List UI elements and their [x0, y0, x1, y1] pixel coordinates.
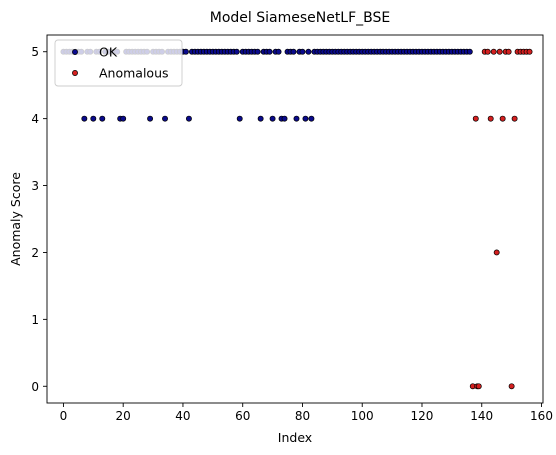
x-axis-label: Index — [278, 430, 312, 445]
chart-title: Model SiameseNetLF_BSE — [210, 10, 391, 26]
data-point-0-66 — [257, 115, 264, 122]
data-point-1-6 — [487, 115, 494, 122]
data-point-0-7 — [81, 115, 88, 122]
data-point-0-42 — [185, 115, 192, 122]
data-point-0-74 — [281, 115, 288, 122]
data-point-1-14 — [511, 115, 518, 122]
legend-anomalous-marker — [72, 70, 78, 76]
legend-anomalous-label: Anomalous — [99, 66, 169, 81]
x-tick-label: 140 — [470, 409, 493, 423]
data-point-0-82 — [305, 48, 312, 55]
data-point-0-41 — [182, 48, 189, 55]
data-point-1-12 — [505, 48, 512, 55]
data-point-1-10 — [499, 115, 506, 122]
data-point-0-58 — [233, 48, 240, 55]
data-point-1-8 — [493, 249, 500, 256]
data-point-0-34 — [162, 115, 168, 122]
y-tick-label: 0 — [31, 380, 39, 394]
x-tick-label: 160 — [530, 409, 553, 423]
y-axis: 0 1 2 3 4 5 — [31, 45, 47, 394]
legend-box — [54, 39, 183, 87]
data-point-0-13 — [99, 115, 106, 122]
y-tick-label: 2 — [31, 246, 39, 260]
plot-area — [60, 48, 533, 390]
x-tick-label: 40 — [175, 409, 190, 423]
data-point-0-65 — [254, 48, 261, 55]
data-point-0-29 — [147, 115, 154, 122]
x-tick-label: 0 — [60, 409, 68, 423]
data-point-1-5 — [484, 48, 491, 55]
x-tick-label: 80 — [295, 409, 310, 423]
data-point-1-13 — [508, 383, 515, 390]
data-point-1-9 — [496, 48, 503, 55]
y-tick-label: 4 — [31, 112, 39, 126]
x-tick-label: 100 — [351, 409, 374, 423]
data-point-0-136 — [466, 48, 473, 55]
data-point-1-19 — [526, 48, 533, 55]
y-tick-label: 3 — [31, 179, 39, 193]
legend-ok-marker — [72, 49, 78, 55]
y-tick-label: 5 — [31, 45, 39, 59]
x-tick-label: 60 — [235, 409, 250, 423]
data-point-0-83 — [308, 115, 315, 122]
data-point-1-7 — [490, 48, 497, 55]
x-tick-label: 120 — [411, 409, 434, 423]
data-point-0-10 — [90, 115, 97, 122]
data-point-0-72 — [275, 48, 282, 55]
x-tick-label: 20 — [116, 409, 131, 423]
y-tick-label: 1 — [31, 313, 39, 327]
data-point-1-3 — [475, 383, 482, 390]
data-point-0-20 — [120, 115, 127, 122]
legend-ok-label: OK — [99, 45, 118, 60]
data-point-0-78 — [293, 115, 300, 122]
data-point-0-69 — [266, 48, 273, 55]
plot-frame — [46, 34, 544, 404]
data-point-0-70 — [269, 115, 276, 122]
data-point-0-59 — [236, 115, 243, 122]
data-point-0-81 — [302, 115, 309, 122]
data-point-0-77 — [290, 48, 297, 55]
legend: OK Anomalous — [54, 39, 183, 87]
data-point-0-80 — [299, 48, 306, 55]
y-axis-label: Anomaly Score — [8, 172, 23, 266]
data-point-1-1 — [472, 115, 479, 122]
x-axis: 0 20 40 60 80 100 120 140 160 — [60, 403, 553, 423]
series-1 — [469, 48, 533, 390]
